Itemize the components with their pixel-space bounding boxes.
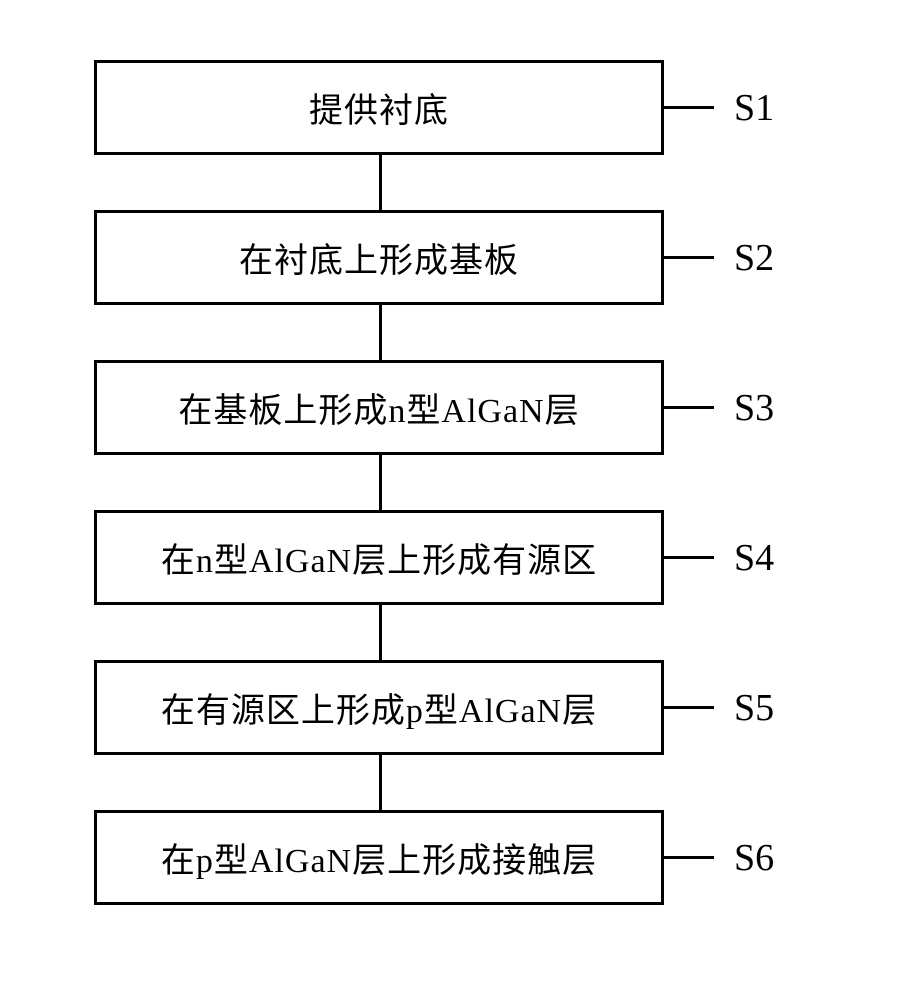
step-text: 在基板上形成n型AlGaN层 bbox=[178, 383, 579, 432]
step-label-wrap: S2 bbox=[664, 236, 774, 280]
step-label-s5: S5 bbox=[734, 686, 774, 730]
step-row: 在衬底上形成基板 S2 bbox=[94, 210, 814, 305]
step-label-wrap: S1 bbox=[664, 86, 774, 130]
step-box-s2: 在衬底上形成基板 bbox=[94, 210, 664, 305]
flowchart-container: 提供衬底 S1 在衬底上形成基板 S2 在基板上形成n型AlGaN层 S3 在n… bbox=[94, 60, 814, 905]
vertical-connector bbox=[379, 755, 382, 810]
horizontal-connector bbox=[664, 106, 714, 109]
step-label-s4: S4 bbox=[734, 536, 774, 580]
vertical-connector bbox=[379, 155, 382, 210]
step-label-s6: S6 bbox=[734, 836, 774, 880]
step-row: 在基板上形成n型AlGaN层 S3 bbox=[94, 360, 814, 455]
step-box-s5: 在有源区上形成p型AlGaN层 bbox=[94, 660, 664, 755]
horizontal-connector bbox=[664, 856, 714, 859]
step-label-s3: S3 bbox=[734, 386, 774, 430]
horizontal-connector bbox=[664, 706, 714, 709]
step-row: 在有源区上形成p型AlGaN层 S5 bbox=[94, 660, 814, 755]
step-box-s6: 在p型AlGaN层上形成接触层 bbox=[94, 810, 664, 905]
step-row: 提供衬底 S1 bbox=[94, 60, 814, 155]
step-text: 在p型AlGaN层上形成接触层 bbox=[161, 833, 597, 882]
step-box-s4: 在n型AlGaN层上形成有源区 bbox=[94, 510, 664, 605]
step-label-wrap: S4 bbox=[664, 536, 774, 580]
horizontal-connector bbox=[664, 256, 714, 259]
step-label-wrap: S3 bbox=[664, 386, 774, 430]
step-label-wrap: S5 bbox=[664, 686, 774, 730]
step-label-s1: S1 bbox=[734, 86, 774, 130]
step-label-wrap: S6 bbox=[664, 836, 774, 880]
horizontal-connector bbox=[664, 556, 714, 559]
step-text: 在衬底上形成基板 bbox=[239, 233, 519, 282]
step-box-s3: 在基板上形成n型AlGaN层 bbox=[94, 360, 664, 455]
step-text: 在n型AlGaN层上形成有源区 bbox=[161, 533, 597, 582]
vertical-connector bbox=[379, 605, 382, 660]
step-row: 在p型AlGaN层上形成接触层 S6 bbox=[94, 810, 814, 905]
vertical-connector bbox=[379, 455, 382, 510]
step-box-s1: 提供衬底 bbox=[94, 60, 664, 155]
vertical-connector bbox=[379, 305, 382, 360]
step-text: 提供衬底 bbox=[309, 83, 449, 132]
step-row: 在n型AlGaN层上形成有源区 S4 bbox=[94, 510, 814, 605]
horizontal-connector bbox=[664, 406, 714, 409]
step-label-s2: S2 bbox=[734, 236, 774, 280]
step-text: 在有源区上形成p型AlGaN层 bbox=[161, 683, 597, 732]
